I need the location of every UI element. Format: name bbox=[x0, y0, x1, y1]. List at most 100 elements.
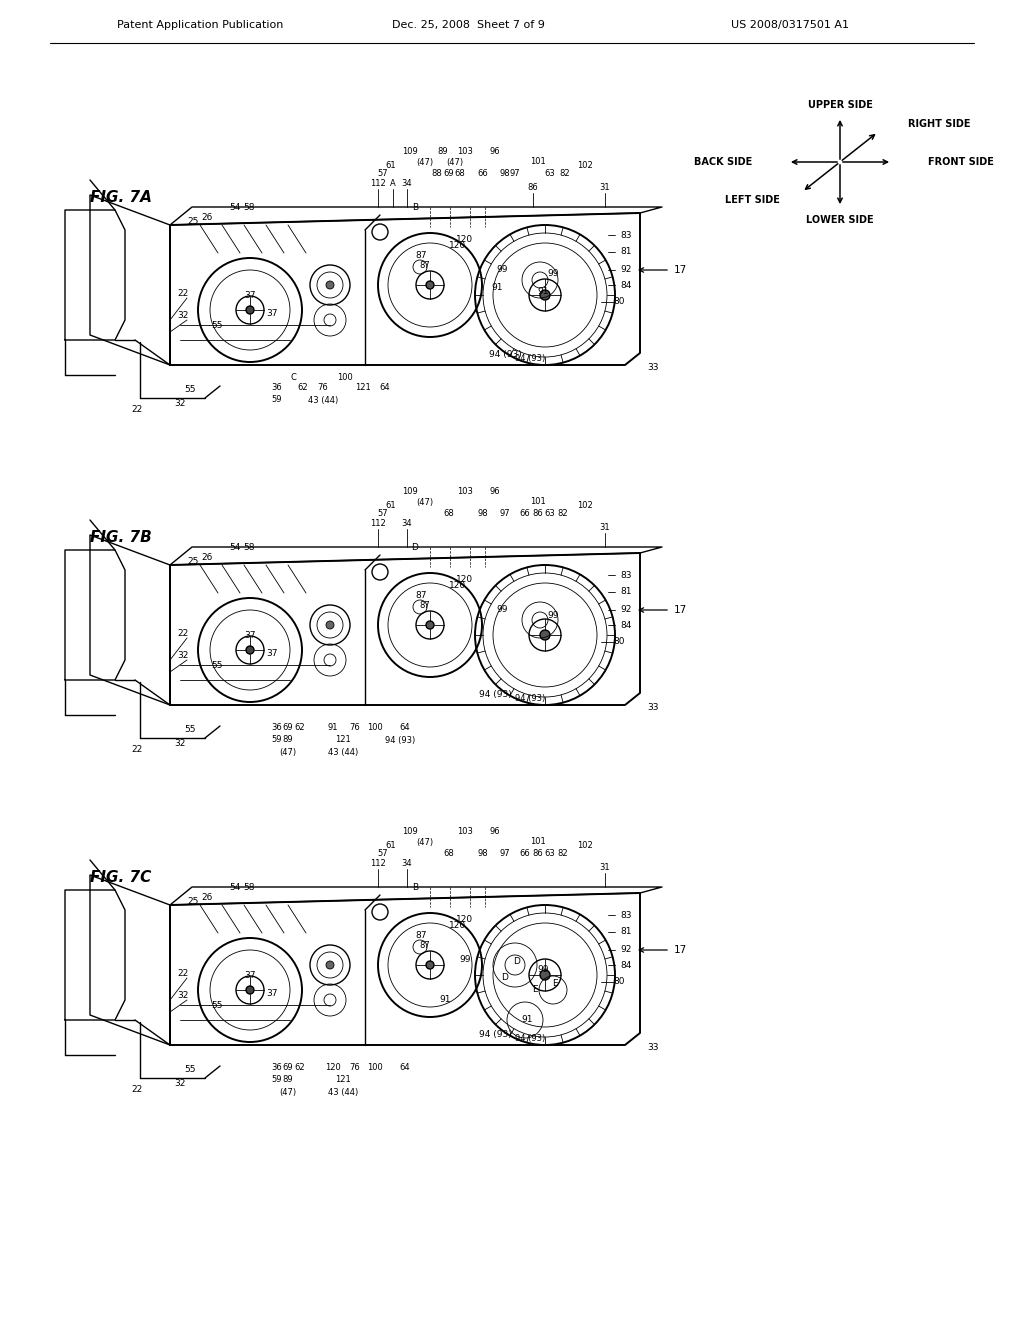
Text: 34: 34 bbox=[401, 519, 413, 528]
Text: 101: 101 bbox=[530, 498, 546, 507]
Text: (47): (47) bbox=[417, 837, 433, 846]
Text: 61: 61 bbox=[386, 841, 396, 850]
Text: 57: 57 bbox=[378, 849, 388, 858]
Text: 34: 34 bbox=[401, 858, 413, 867]
Text: 83: 83 bbox=[620, 911, 632, 920]
Text: 99: 99 bbox=[547, 610, 559, 619]
Text: 62: 62 bbox=[298, 384, 308, 392]
Circle shape bbox=[426, 281, 434, 289]
Text: 87: 87 bbox=[416, 590, 427, 599]
Text: 37: 37 bbox=[245, 970, 256, 979]
Text: 83: 83 bbox=[620, 231, 632, 239]
Text: LEFT SIDE: LEFT SIDE bbox=[725, 195, 780, 205]
Text: 25: 25 bbox=[187, 898, 199, 907]
Text: FIG. 7C: FIG. 7C bbox=[90, 870, 152, 886]
Text: 54: 54 bbox=[229, 544, 241, 553]
Text: 94 (93): 94 (93) bbox=[515, 354, 545, 363]
Circle shape bbox=[326, 620, 334, 630]
Text: 109: 109 bbox=[402, 148, 418, 157]
Text: 43 (44): 43 (44) bbox=[308, 396, 338, 404]
Text: 120: 120 bbox=[457, 916, 473, 924]
Text: 120: 120 bbox=[450, 240, 467, 249]
Text: 31: 31 bbox=[600, 523, 610, 532]
Text: 22: 22 bbox=[177, 630, 188, 639]
Text: 89: 89 bbox=[283, 735, 293, 744]
Circle shape bbox=[540, 630, 550, 640]
Circle shape bbox=[246, 306, 254, 314]
Text: 69: 69 bbox=[283, 1064, 293, 1072]
Text: 32: 32 bbox=[177, 991, 188, 1001]
Text: 94 (93): 94 (93) bbox=[515, 1034, 545, 1043]
Text: 69: 69 bbox=[443, 169, 455, 177]
Text: 26: 26 bbox=[202, 894, 213, 903]
Text: 82: 82 bbox=[558, 849, 568, 858]
Text: 32: 32 bbox=[174, 739, 185, 748]
Text: 84: 84 bbox=[620, 620, 632, 630]
Text: 55: 55 bbox=[184, 385, 196, 395]
Text: 99: 99 bbox=[547, 268, 559, 277]
Text: 25: 25 bbox=[187, 557, 199, 566]
Text: 121: 121 bbox=[355, 384, 371, 392]
Text: 57: 57 bbox=[378, 169, 388, 177]
Text: 87: 87 bbox=[420, 260, 430, 269]
Circle shape bbox=[246, 986, 254, 994]
Text: 121: 121 bbox=[335, 1076, 351, 1085]
Text: 100: 100 bbox=[337, 374, 353, 383]
Text: 32: 32 bbox=[177, 312, 188, 321]
Text: 22: 22 bbox=[177, 289, 188, 298]
Text: 103: 103 bbox=[457, 148, 473, 157]
Text: FRONT SIDE: FRONT SIDE bbox=[928, 157, 994, 168]
Text: 102: 102 bbox=[578, 500, 593, 510]
Text: 97: 97 bbox=[500, 849, 510, 858]
Text: 59: 59 bbox=[271, 735, 283, 744]
Text: 112: 112 bbox=[370, 519, 386, 528]
Text: 34: 34 bbox=[401, 178, 413, 187]
Text: 37: 37 bbox=[266, 309, 278, 318]
Text: 55: 55 bbox=[211, 1002, 223, 1011]
Text: 80: 80 bbox=[613, 978, 625, 986]
Text: 76: 76 bbox=[317, 384, 329, 392]
Text: 66: 66 bbox=[477, 169, 488, 177]
Text: 92: 92 bbox=[620, 265, 632, 275]
Text: 91: 91 bbox=[439, 995, 451, 1005]
Text: C: C bbox=[290, 374, 296, 383]
Text: 17: 17 bbox=[674, 265, 687, 275]
Text: 91: 91 bbox=[492, 282, 503, 292]
Text: 94 (93): 94 (93) bbox=[515, 693, 545, 702]
Circle shape bbox=[326, 281, 334, 289]
Text: E: E bbox=[532, 986, 538, 994]
Circle shape bbox=[426, 961, 434, 969]
Text: 55: 55 bbox=[211, 661, 223, 671]
Text: 43 (44): 43 (44) bbox=[328, 747, 358, 756]
Text: 94 (93): 94 (93) bbox=[478, 690, 511, 700]
Text: 64: 64 bbox=[399, 723, 411, 733]
Text: 81: 81 bbox=[620, 248, 632, 256]
Text: 22: 22 bbox=[177, 969, 188, 978]
Text: 55: 55 bbox=[184, 726, 196, 734]
Text: 120: 120 bbox=[450, 920, 467, 929]
Circle shape bbox=[540, 290, 550, 300]
Text: UPPER SIDE: UPPER SIDE bbox=[808, 100, 872, 110]
Text: B: B bbox=[412, 883, 418, 892]
Text: 89: 89 bbox=[437, 148, 449, 157]
Text: 32: 32 bbox=[174, 400, 185, 408]
Text: FIG. 7B: FIG. 7B bbox=[90, 531, 152, 545]
Text: 59: 59 bbox=[271, 1076, 283, 1085]
Text: 68: 68 bbox=[455, 169, 465, 177]
Text: 82: 82 bbox=[560, 169, 570, 177]
Text: 66: 66 bbox=[519, 508, 530, 517]
Text: 58: 58 bbox=[244, 203, 255, 213]
Text: 62: 62 bbox=[295, 723, 305, 733]
Text: 91: 91 bbox=[328, 723, 338, 733]
Text: 64: 64 bbox=[399, 1064, 411, 1072]
Text: 89: 89 bbox=[283, 1076, 293, 1085]
Text: 68: 68 bbox=[443, 508, 455, 517]
Text: 88: 88 bbox=[432, 169, 442, 177]
Text: 32: 32 bbox=[174, 1080, 185, 1089]
Text: 69: 69 bbox=[283, 723, 293, 733]
Text: 94 (93): 94 (93) bbox=[488, 351, 521, 359]
Text: (47): (47) bbox=[280, 1088, 297, 1097]
Text: 17: 17 bbox=[674, 945, 687, 954]
Text: 99: 99 bbox=[497, 606, 508, 615]
Circle shape bbox=[246, 645, 254, 653]
